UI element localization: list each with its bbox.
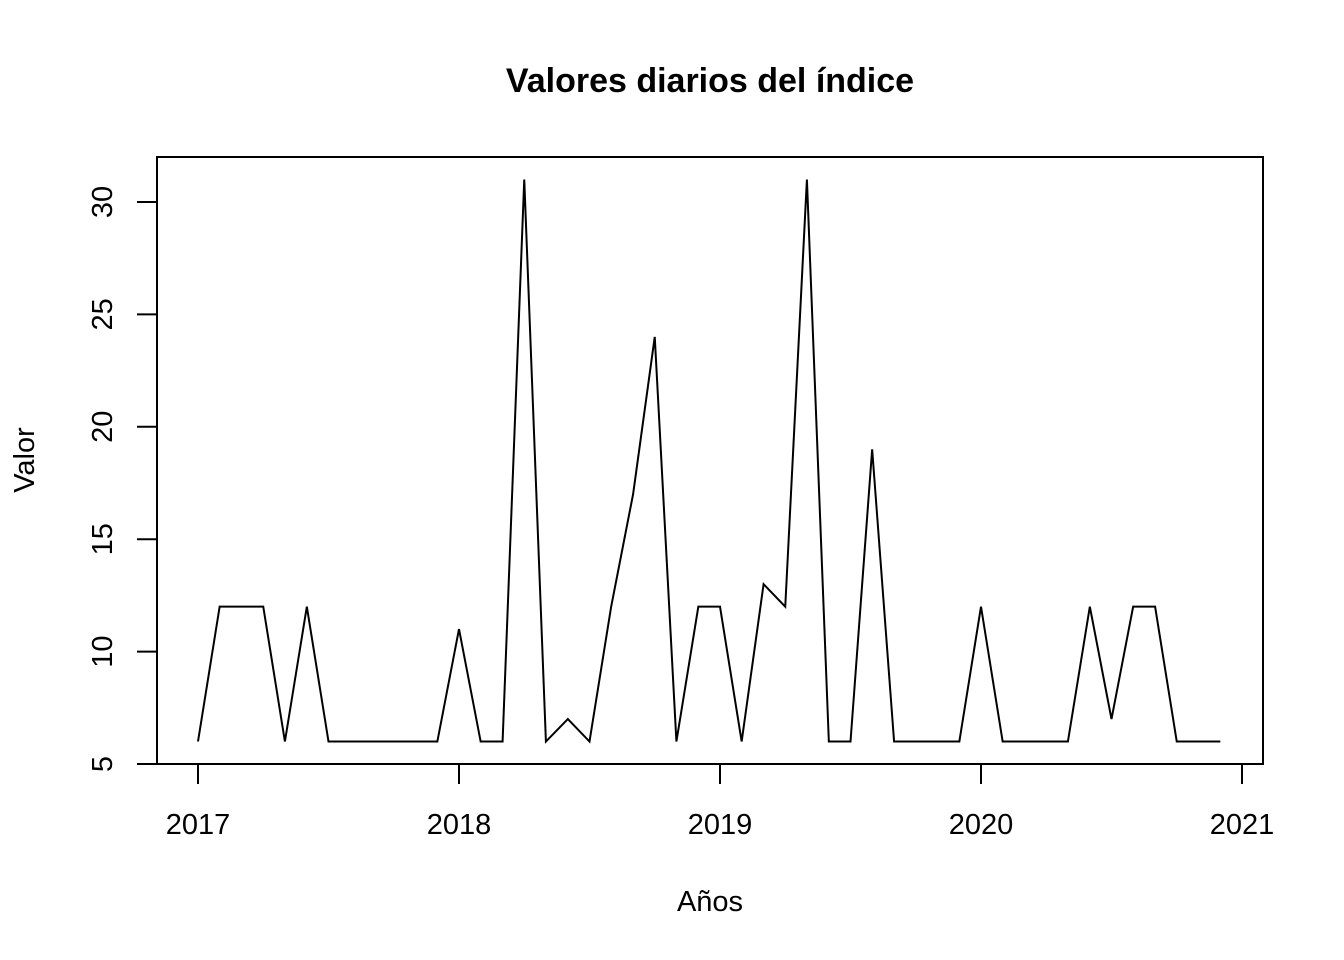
x-tick-label: 2018 <box>427 809 492 841</box>
series-layer <box>197 179 1221 744</box>
y-tick-label: 10 <box>87 635 119 667</box>
y-tick-label: 25 <box>87 298 119 330</box>
y-tick-label: 30 <box>87 186 119 218</box>
y-tick-label: 20 <box>87 411 119 443</box>
series-line <box>197 179 1221 744</box>
y-axis-label: Valor <box>9 427 41 493</box>
x-tick-label: 2017 <box>166 809 231 841</box>
x-tick-label: 2021 <box>1210 809 1275 841</box>
plot-frame <box>156 156 1264 765</box>
x-tick-label: 2019 <box>688 809 753 841</box>
x-tick-label: 2020 <box>949 809 1014 841</box>
x-axis: 2017 2018 2019 2020 2021 <box>166 763 1275 841</box>
y-axis: 5 10 15 20 25 30 <box>87 186 158 772</box>
y-tick-label: 15 <box>87 523 119 555</box>
x-axis-label: Años <box>677 886 743 918</box>
y-tick-label: 5 <box>87 756 119 772</box>
chart-title: Valores diarios del índice <box>506 62 914 100</box>
